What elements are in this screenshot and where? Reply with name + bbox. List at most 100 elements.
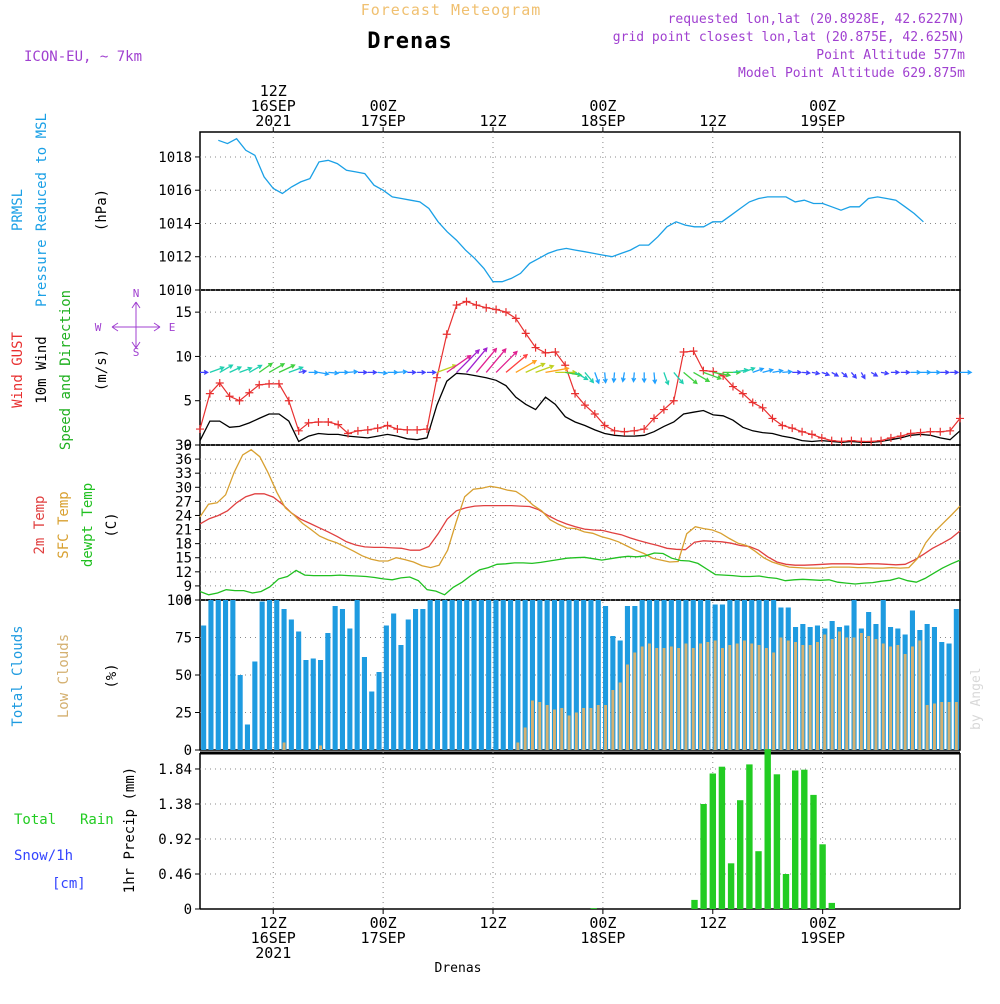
low-clouds-bar [677, 648, 681, 750]
low-clouds-bar [582, 708, 586, 750]
total-clouds-bar [201, 625, 207, 750]
total-clouds-bar [383, 625, 389, 750]
wind-gust-marker [650, 414, 659, 423]
wind-gust-marker [768, 414, 777, 423]
total-clouds-bar [522, 600, 528, 750]
wind-10m-label: 10m Wind [34, 336, 50, 403]
bottom-time-label: 12Z [479, 914, 506, 932]
wind-direction-arrow [652, 372, 658, 385]
total-clouds-bar [332, 606, 338, 750]
wind-direction-arrow [831, 371, 840, 377]
total-clouds-bar [339, 609, 345, 750]
low-clouds-bar [845, 637, 849, 750]
wind-gust-marker [344, 429, 353, 438]
compass-rose: N S W E [95, 287, 176, 359]
low-clouds-bar [757, 645, 761, 750]
pressure-label-msl: Pressure Reduced to MSL [34, 113, 50, 307]
low-clouds-bar [721, 648, 724, 750]
footer-location: Drenas [435, 961, 482, 976]
cloud-bars [201, 600, 959, 750]
time-axis-labels: 12Z16SEP202112Z16SEP202100Z17SEP00Z17SEP… [251, 82, 846, 962]
bottom-time-label: 19SEP [800, 929, 845, 947]
top-time-label: 12Z [479, 112, 506, 130]
total-clouds-bar [449, 600, 455, 750]
total-clouds-bar [361, 657, 367, 750]
low-clouds-bar [596, 705, 600, 750]
wind-direction-arrow [631, 372, 637, 383]
wind-gust-marker [630, 426, 639, 435]
low-clouds-bar [640, 646, 644, 750]
wind-gust-marker [689, 347, 698, 356]
wind-gust-marker [472, 301, 481, 310]
low-clouds-bar [574, 712, 578, 750]
clouds-tick-label: 75 [175, 631, 192, 647]
total-clouds-bar [230, 600, 236, 750]
total-label: Total [14, 812, 56, 828]
wind-direction-arrow [611, 372, 617, 384]
total-clouds-bar [493, 600, 499, 750]
rain-bar [792, 770, 799, 909]
rain-bar [764, 749, 771, 909]
temp-dewpt-line [199, 552, 961, 596]
wind-direction-arrow [663, 372, 670, 386]
rain-bar [819, 844, 826, 909]
wind-direction-arrow [338, 369, 350, 375]
total-clouds-bar [303, 660, 309, 750]
total-clouds-bar [529, 600, 535, 750]
wind-gust-marker [235, 396, 244, 405]
pressure-tick-label: 1014 [158, 216, 192, 232]
total-clouds-bar [559, 600, 565, 750]
wind-direction-arrow [545, 366, 570, 374]
wind-direction-arrow [328, 370, 340, 376]
pressure-series [218, 137, 924, 283]
wind-direction-arrow [348, 369, 359, 375]
precip-tick-label: 0.46 [158, 867, 192, 883]
low-clouds-bar [954, 702, 958, 750]
total-clouds-bar [252, 661, 258, 750]
wind-direction-arrow [673, 371, 684, 385]
low-clouds-bar [867, 636, 871, 750]
wind-gust-marker [551, 348, 560, 356]
total-clouds-bar [515, 600, 521, 750]
total-clouds-bar [208, 600, 214, 750]
rain-bar [709, 773, 716, 909]
pressure-tick-label: 1012 [158, 250, 192, 266]
snow-unit: [cm] [52, 876, 86, 892]
wind-gust-marker [294, 426, 303, 435]
wind-gust-marker [521, 329, 530, 338]
rain-bar [782, 874, 790, 909]
low-clouds-bar [633, 652, 637, 750]
wind-gust-marker [817, 433, 826, 442]
wind-direction-arrow [377, 370, 389, 376]
clouds-tick-label: 50 [175, 668, 192, 684]
wind-gust-marker [620, 427, 629, 436]
temperature-tick-label: 9 [184, 579, 192, 595]
total-clouds-bar [288, 619, 294, 750]
low-clouds-bar [691, 648, 695, 750]
wind-gust-marker [492, 305, 501, 314]
temp-dewpt-label: dewpt Temp [80, 483, 96, 567]
wind-gust-marker [906, 429, 915, 438]
rain-bar [700, 804, 707, 909]
wind-tick-label: 10 [175, 349, 192, 365]
total-clouds-bar [259, 601, 265, 750]
total-clouds-bar [566, 600, 572, 750]
total-clouds-bar [588, 600, 594, 750]
wind-gust-marker [196, 425, 204, 434]
low-clouds-bar [911, 646, 914, 750]
low-clouds-bar [830, 639, 834, 750]
total-clouds-bar [369, 691, 375, 750]
wind-gust-marker [956, 414, 964, 423]
total-clouds-bar [244, 724, 250, 750]
low-clouds-bar [881, 643, 885, 750]
low-clouds-bar [531, 700, 534, 750]
compass-south: S [133, 346, 140, 359]
low-clouds-bar [764, 648, 768, 750]
wind-gust-marker [748, 398, 757, 407]
wind-gust-marker [590, 410, 599, 418]
wind-tick-label: 5 [184, 394, 192, 410]
snow-label: Snow/1h [14, 848, 73, 864]
wind-direction-arrow [900, 369, 911, 375]
temp-sfc-line [199, 448, 961, 569]
clouds-tick-label: 100 [167, 593, 192, 609]
